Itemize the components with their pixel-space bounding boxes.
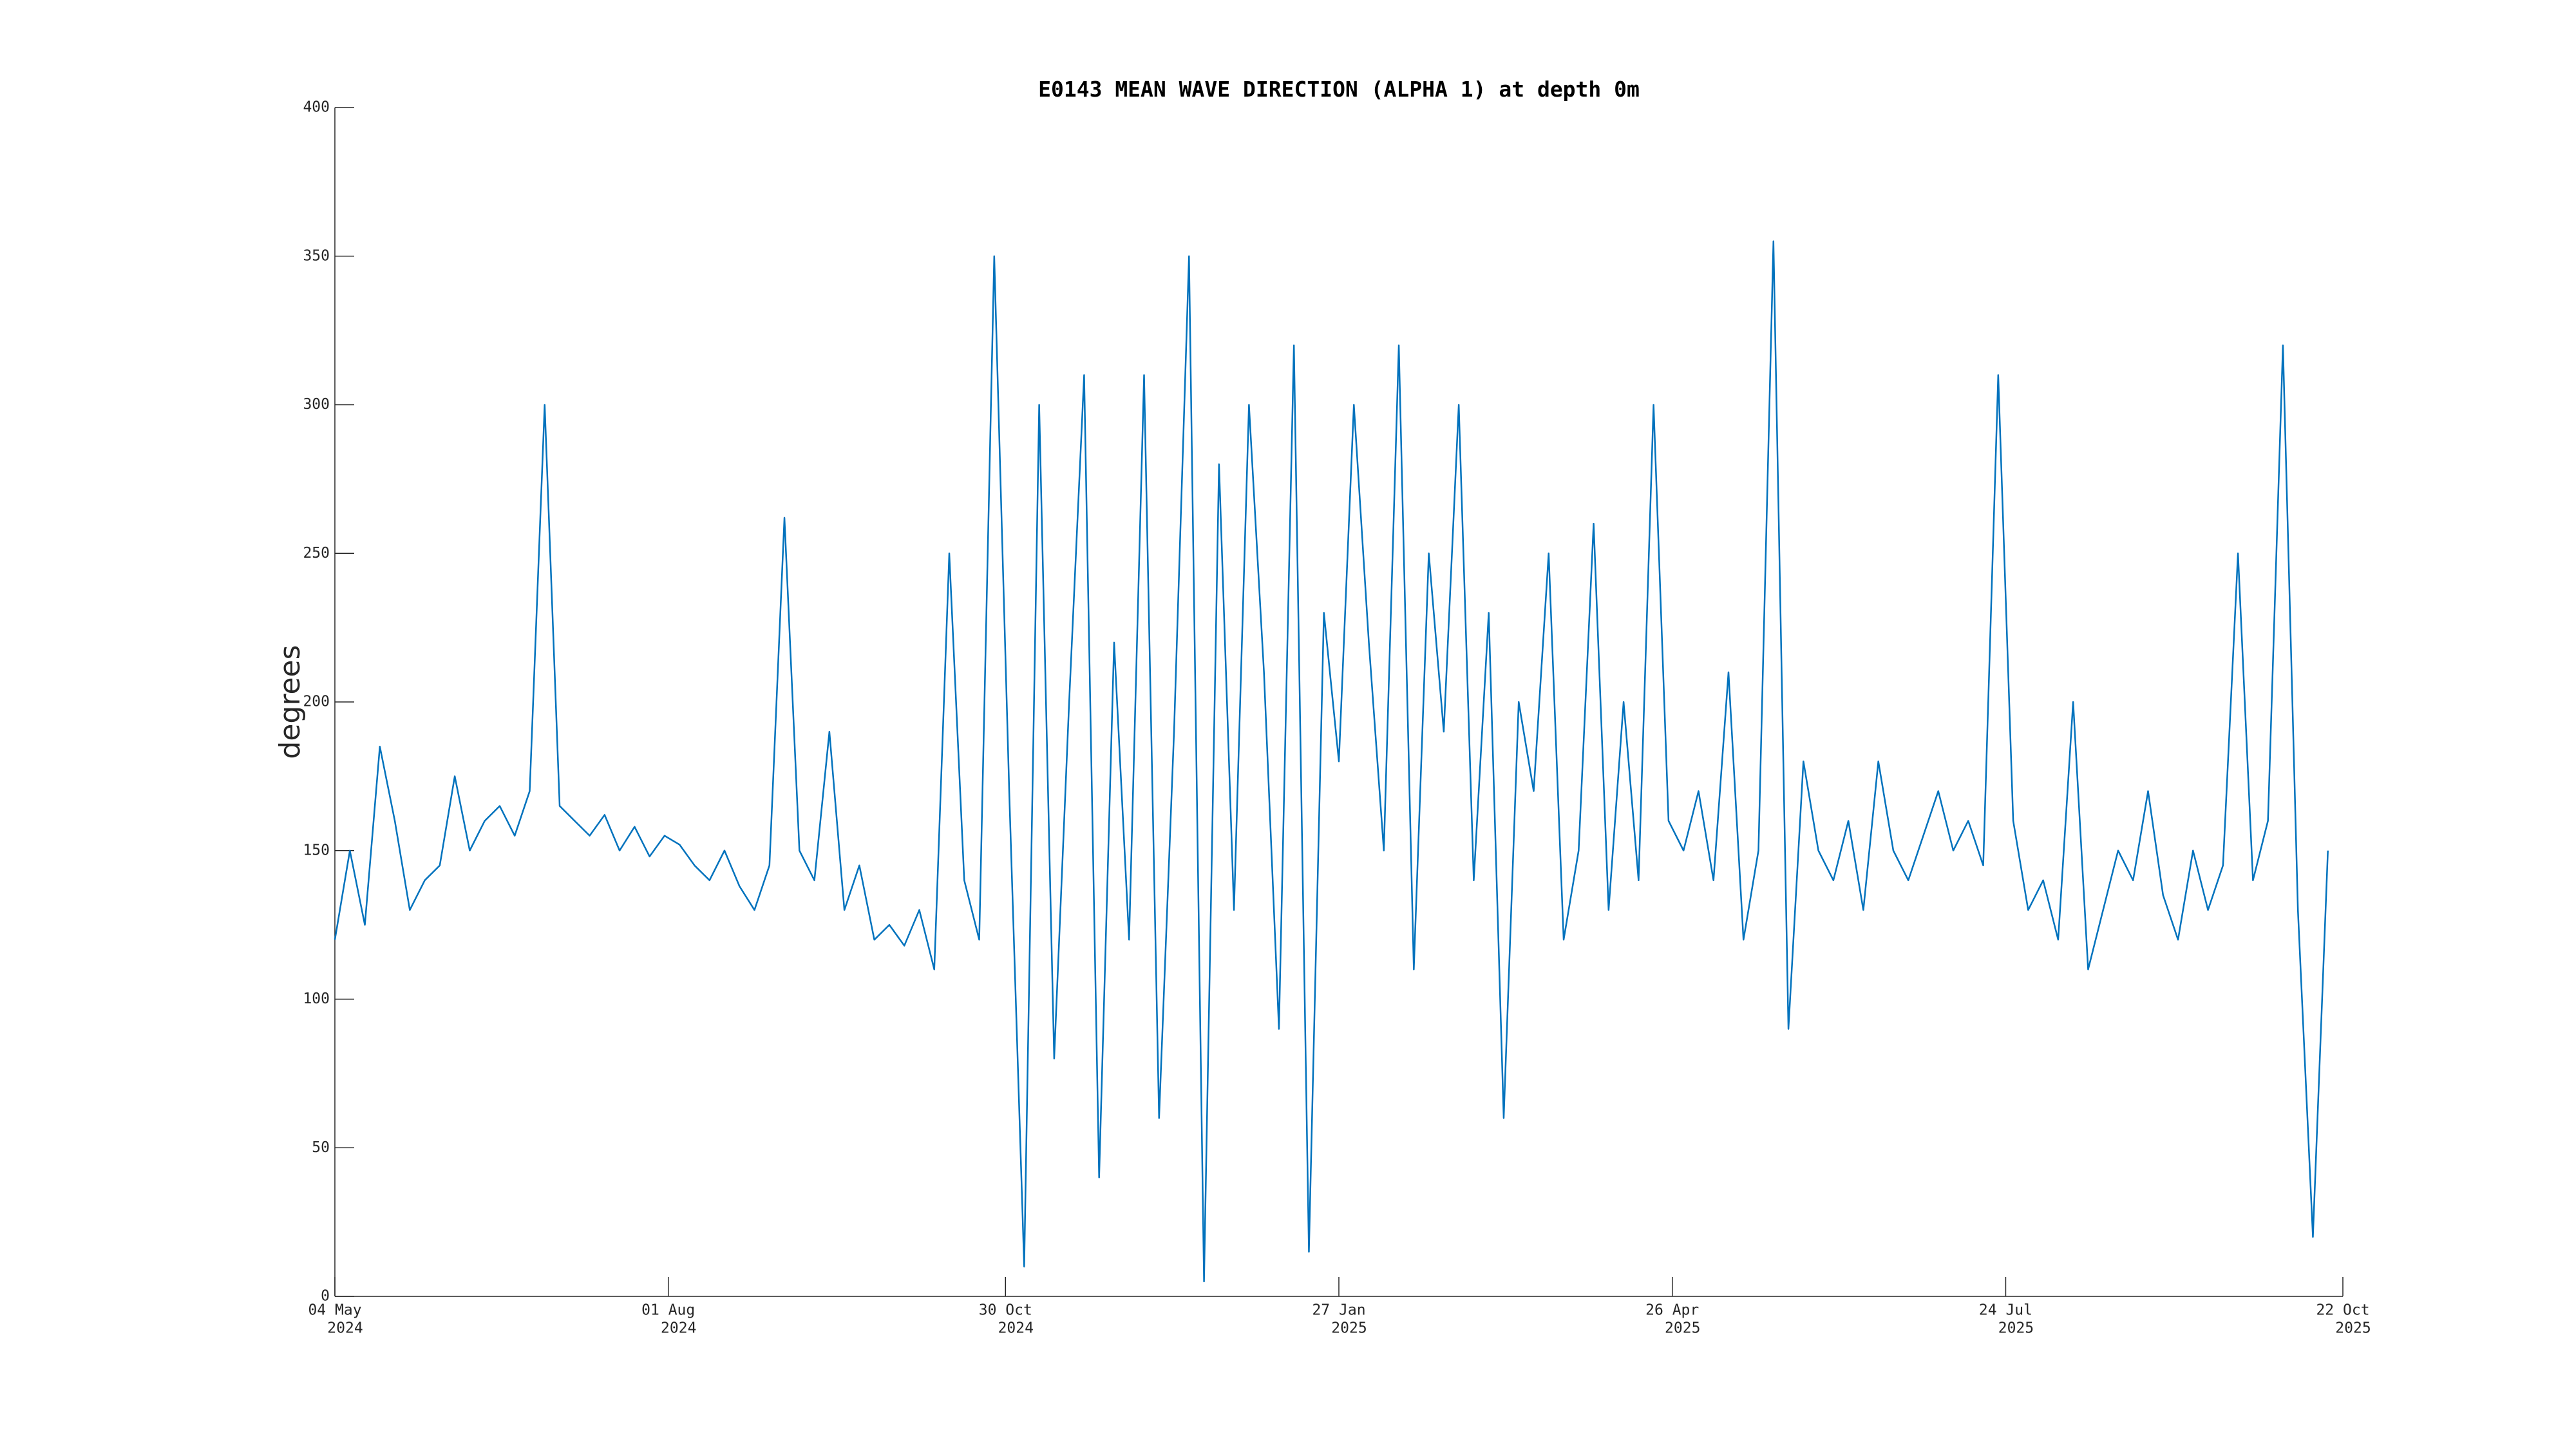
y-tick-label: 250 [303, 545, 330, 562]
chart-title: E0143 MEAN WAVE DIRECTION (ALPHA 1) at d… [1038, 77, 1640, 102]
x-tick-label: 2024 [661, 1320, 696, 1337]
x-tick-label: 2024 [998, 1320, 1034, 1337]
x-tick-label: 2025 [2335, 1320, 2371, 1337]
y-tick-label: 100 [303, 990, 330, 1007]
data-line [334, 240, 2329, 1283]
y-tick-label: 50 [312, 1139, 330, 1156]
x-tick-label: 2025 [1665, 1320, 1700, 1337]
x-tick-label: 30 Oct [979, 1302, 1032, 1319]
y-tick-label: 0 [321, 1288, 330, 1305]
x-tick-label: 27 Jan [1312, 1302, 1365, 1319]
x-tick-label: 24 Jul [1979, 1302, 2032, 1319]
x-tick-label: 2025 [1998, 1320, 2034, 1337]
x-tick-label: 04 May [308, 1302, 361, 1319]
y-axis-label: degrees [274, 645, 307, 759]
x-tick-label: 01 Aug [641, 1302, 695, 1319]
x-tick-label: 2024 [327, 1320, 363, 1337]
y-tick-label: 300 [303, 396, 330, 413]
x-tick-label: 26 Apr [1645, 1302, 1699, 1319]
y-tick-label: 350 [303, 247, 330, 264]
x-tick-label: 22 Oct [2316, 1302, 2369, 1319]
x-tick-label: 2025 [1331, 1320, 1367, 1337]
y-tick-label: 200 [303, 694, 330, 710]
y-tick-label: 400 [303, 99, 330, 116]
y-tick-label: 150 [303, 842, 330, 858]
